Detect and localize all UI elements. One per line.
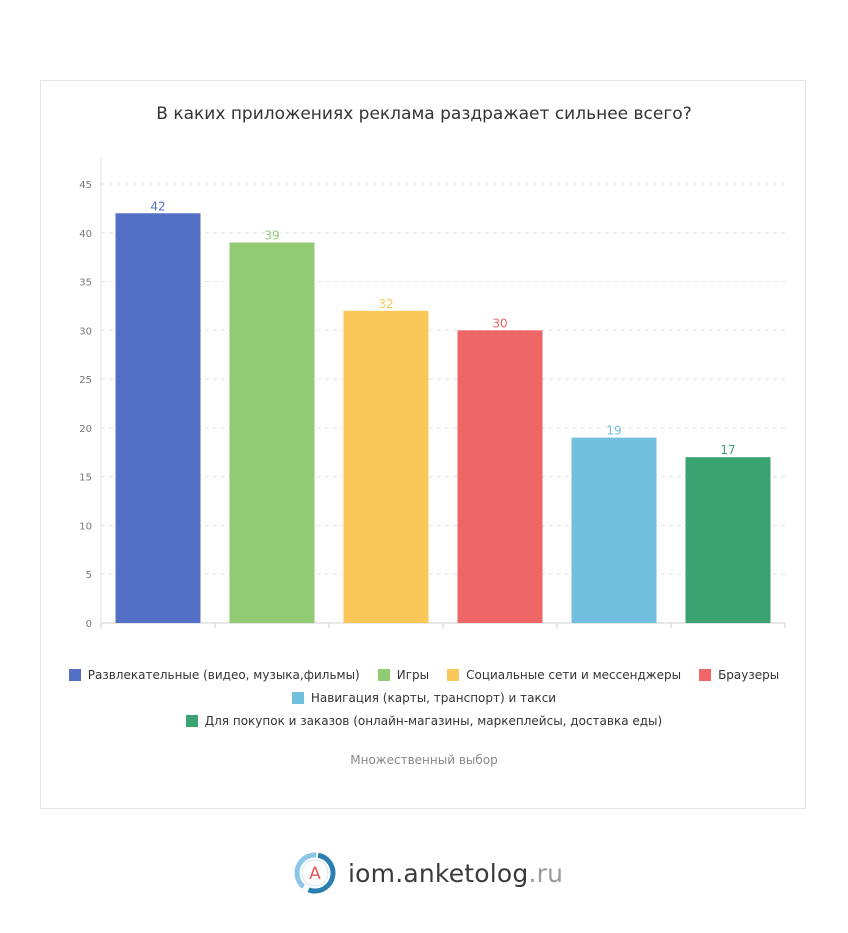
- bar: [571, 437, 657, 623]
- bar-chart: 0 5 10 15 20 25 30 35 40 45 42 39 32 30 19 17: [79, 158, 786, 630]
- bar: [343, 310, 429, 623]
- legend-label: Для покупок и заказов (онлайн-магазины, …: [204, 713, 663, 728]
- bar: [457, 330, 543, 623]
- bar: [685, 457, 771, 623]
- chart-title: В каких приложениях реклама раздражает с…: [156, 104, 692, 124]
- legend-item[interactable]: Развлекательные (видео, музыка,фильмы): [68, 667, 360, 682]
- y-tick-label: 30: [79, 326, 92, 337]
- legend-item[interactable]: Браузеры: [699, 668, 779, 682]
- legend-item[interactable]: Игры: [377, 667, 430, 682]
- y-tick-label: 20: [79, 424, 92, 435]
- legend-item[interactable]: Социальные сети и мессенджеры: [447, 668, 681, 682]
- legend-label: Браузеры: [718, 667, 780, 682]
- legend-label: Социальные сети и мессенджеры: [466, 667, 682, 682]
- y-tick-label: 40: [79, 229, 92, 240]
- data-label: 39: [264, 229, 279, 243]
- y-tick-label: 25: [79, 375, 92, 386]
- data-label: 17: [720, 443, 735, 457]
- chart-legend: Развлекательные (видео, музыка,фильмы) Иг…: [60, 663, 788, 732]
- legend-row: Навигация (карты, транспорт) и такси: [60, 686, 788, 709]
- legend-swatch: [447, 668, 460, 681]
- y-tick-label: 35: [79, 278, 92, 289]
- legend-swatch: [699, 668, 712, 681]
- chart-note: Множественный выбор: [350, 753, 498, 767]
- legend-item[interactable]: Навигация (карты, транспорт) и такси: [291, 690, 557, 705]
- brand-tld: .ru: [528, 858, 564, 888]
- legend-swatch: [291, 691, 304, 704]
- legend-row: Развлекательные (видео, музыка,фильмы) Иг…: [60, 663, 788, 686]
- legend-row: Для покупок и заказов (онлайн-магазины, …: [60, 709, 788, 732]
- data-label: 19: [606, 424, 621, 438]
- y-tick-label: 45: [79, 180, 92, 191]
- data-label: 42: [150, 199, 165, 213]
- y-tick-label: 5: [86, 570, 92, 581]
- data-label: 30: [492, 316, 507, 330]
- brand-logo[interactable]: A iom.anketolog.ru: [292, 850, 563, 896]
- y-tick-label: 15: [79, 473, 92, 484]
- data-label: 32: [378, 297, 393, 311]
- anketolog-logo-icon: A: [294, 852, 336, 894]
- y-tick-label: 0: [86, 619, 92, 630]
- legend-item[interactable]: Для покупок и заказов (онлайн-магазины, …: [185, 713, 663, 728]
- y-tick-label: 10: [79, 521, 92, 532]
- brand-name: iom.anketolog.ru: [348, 859, 563, 888]
- logo-letter: A: [309, 864, 321, 884]
- legend-swatch: [377, 668, 390, 681]
- legend-label: Навигация (карты, транспорт) и такси: [310, 690, 557, 705]
- legend-swatch: [185, 714, 198, 727]
- brand-domain: iom.anketolog: [348, 858, 529, 888]
- legend-label: Развлекательные (видео, музыка,фильмы): [87, 667, 360, 682]
- bar: [115, 213, 201, 623]
- legend-swatch: [68, 668, 81, 681]
- bar: [229, 242, 315, 624]
- legend-label: Игры: [396, 667, 430, 682]
